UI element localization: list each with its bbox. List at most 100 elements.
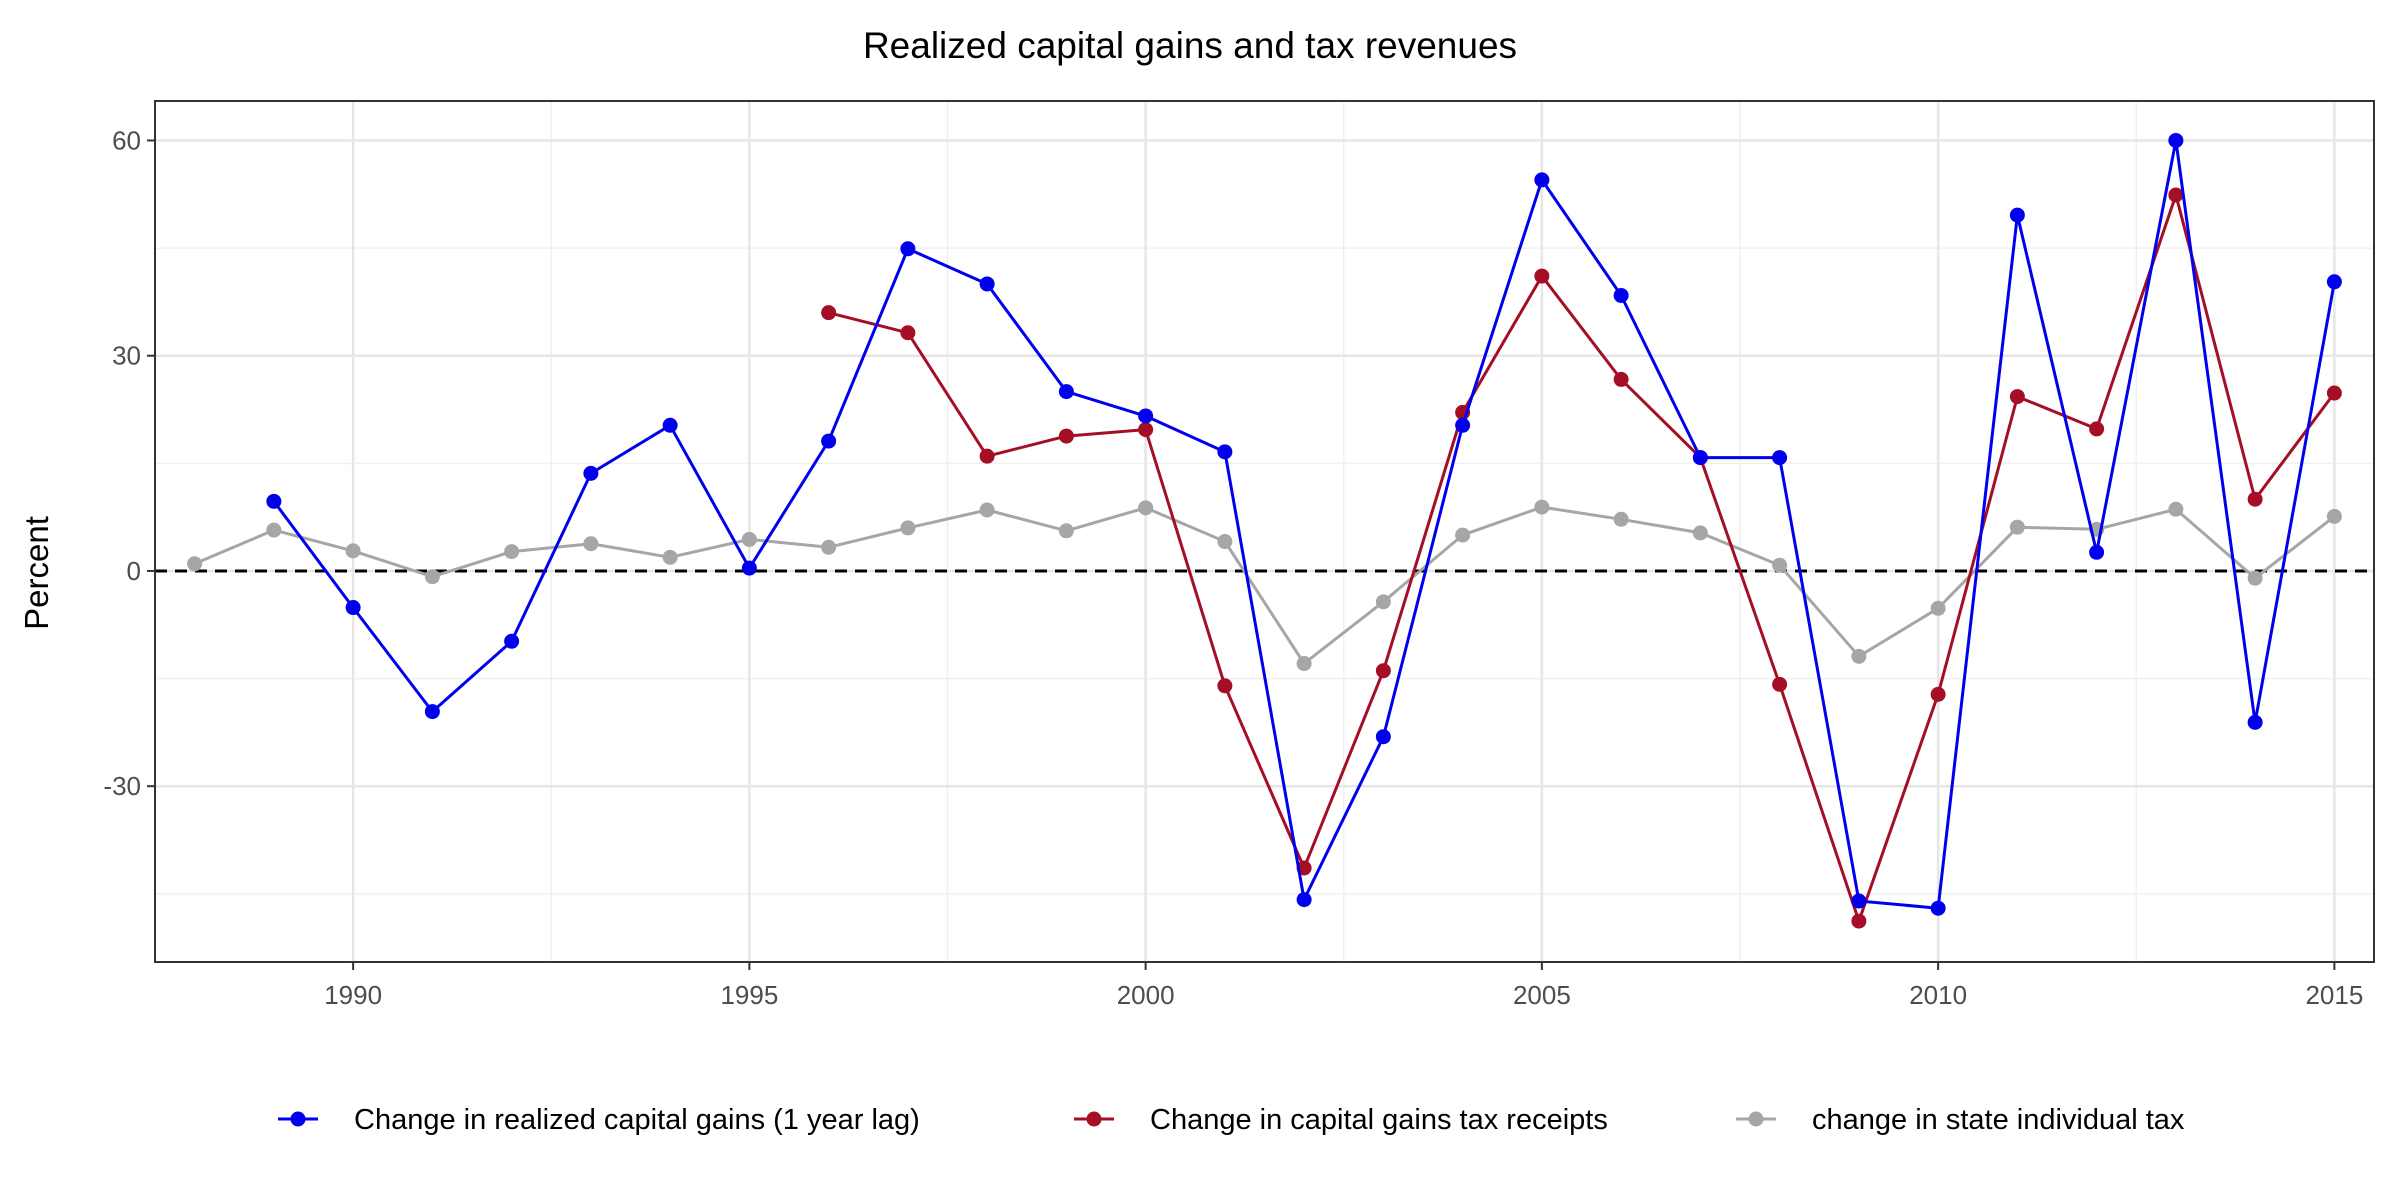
series-line — [828, 193, 2336, 923]
data-point — [2326, 274, 2342, 290]
data-point — [1534, 268, 1550, 284]
data-point — [1058, 384, 1074, 400]
data-point — [2089, 544, 2105, 560]
data-point — [583, 465, 599, 481]
data-point — [2009, 389, 2025, 405]
x-axis: 1990 1995 2000 2005 2010 2015 — [324, 962, 2363, 1010]
data-point — [1217, 678, 1233, 694]
x-tick-label: 2010 — [1909, 980, 1967, 1010]
series-0 — [266, 132, 2342, 916]
data-point — [2168, 132, 2184, 148]
data-point — [187, 556, 203, 572]
legend-label: Change in realized capital gains (1 year… — [354, 1104, 920, 1136]
data-point — [821, 539, 837, 555]
data-point — [1375, 729, 1391, 745]
x-tick-label: 2005 — [1513, 980, 1571, 1010]
data-point — [1930, 900, 1946, 916]
data-point — [1772, 676, 1788, 692]
data-point — [1613, 287, 1629, 303]
data-point — [424, 704, 440, 720]
data-point — [1058, 523, 1074, 539]
chart-title: Realized capital gains and tax revenues — [863, 25, 1517, 66]
data-point — [2326, 508, 2342, 524]
data-point — [2326, 385, 2342, 401]
y-axis: -30 0 30 60 — [103, 125, 155, 801]
data-point — [2089, 421, 2105, 437]
legend-key-point — [1086, 1111, 1102, 1127]
x-tick-label: 2000 — [1117, 980, 1175, 1010]
legend: Change in realized capital gains (1 year… — [278, 1104, 2185, 1136]
plot-border — [154, 100, 2375, 963]
data-point — [1217, 444, 1233, 460]
data-point — [504, 544, 520, 560]
data-point — [1851, 893, 1867, 909]
data-point — [900, 520, 916, 536]
data-point — [424, 569, 440, 585]
data-point — [345, 600, 361, 616]
data-point — [2009, 207, 2025, 223]
data-point — [979, 448, 995, 464]
data-point — [821, 305, 837, 321]
data-point — [1930, 686, 1946, 702]
data-point — [979, 502, 995, 518]
data-point — [900, 241, 916, 257]
legend-item-1: Change in capital gains tax receipts — [1074, 1104, 1608, 1136]
legend-item-0: Change in realized capital gains (1 year… — [278, 1104, 920, 1136]
data-point — [1217, 534, 1233, 550]
data-point — [1930, 600, 1946, 616]
data-point — [2168, 501, 2184, 517]
data-point — [2247, 491, 2263, 507]
data-point — [266, 522, 282, 538]
legend-item-2: change in state individual tax — [1736, 1104, 2185, 1136]
data-point — [1296, 892, 1312, 908]
data-point — [1772, 450, 1788, 466]
data-point — [1375, 663, 1391, 679]
data-point — [1375, 594, 1391, 610]
y-tick-label: 60 — [112, 125, 141, 155]
data-point — [979, 276, 995, 292]
y-tick-label: 0 — [127, 556, 141, 586]
legend-label: change in state individual tax — [1812, 1104, 2185, 1136]
data-point — [1138, 422, 1154, 438]
data-point — [741, 531, 757, 547]
data-point — [2009, 519, 2025, 535]
data-point — [2247, 570, 2263, 586]
data-point — [1058, 428, 1074, 444]
data-point — [583, 536, 599, 552]
data-point — [1138, 408, 1154, 424]
data-point — [2168, 187, 2184, 203]
data-point — [266, 493, 282, 509]
y-axis-title: Percent — [18, 516, 55, 630]
data-point — [1613, 511, 1629, 527]
data-point — [1851, 913, 1867, 929]
data-point — [504, 633, 520, 649]
data-point — [662, 417, 678, 433]
y-tick-label: -30 — [103, 771, 141, 801]
data-point — [1455, 417, 1471, 433]
plot-frame — [154, 100, 2375, 963]
data-point — [900, 325, 916, 341]
data-point — [1613, 371, 1629, 387]
data-point — [741, 560, 757, 576]
data-point — [1851, 648, 1867, 664]
series-1 — [821, 187, 2342, 929]
legend-label: Change in capital gains tax receipts — [1150, 1104, 1608, 1136]
data-point — [1534, 172, 1550, 188]
data-point — [345, 543, 361, 559]
y-tick-label: 30 — [112, 341, 141, 371]
grid — [155, 101, 2374, 962]
legend-key-point — [1748, 1111, 1764, 1127]
series-line — [272, 139, 2336, 910]
data-point — [662, 549, 678, 565]
legend-key-point — [290, 1111, 306, 1127]
data-point — [1534, 499, 1550, 515]
x-tick-label: 1995 — [720, 980, 778, 1010]
series-group — [187, 132, 2342, 929]
data-point — [1296, 656, 1312, 672]
data-point — [2247, 714, 2263, 730]
data-point — [1772, 557, 1788, 573]
data-point — [821, 433, 837, 449]
x-tick-label: 1990 — [324, 980, 382, 1010]
data-point — [1692, 450, 1708, 466]
